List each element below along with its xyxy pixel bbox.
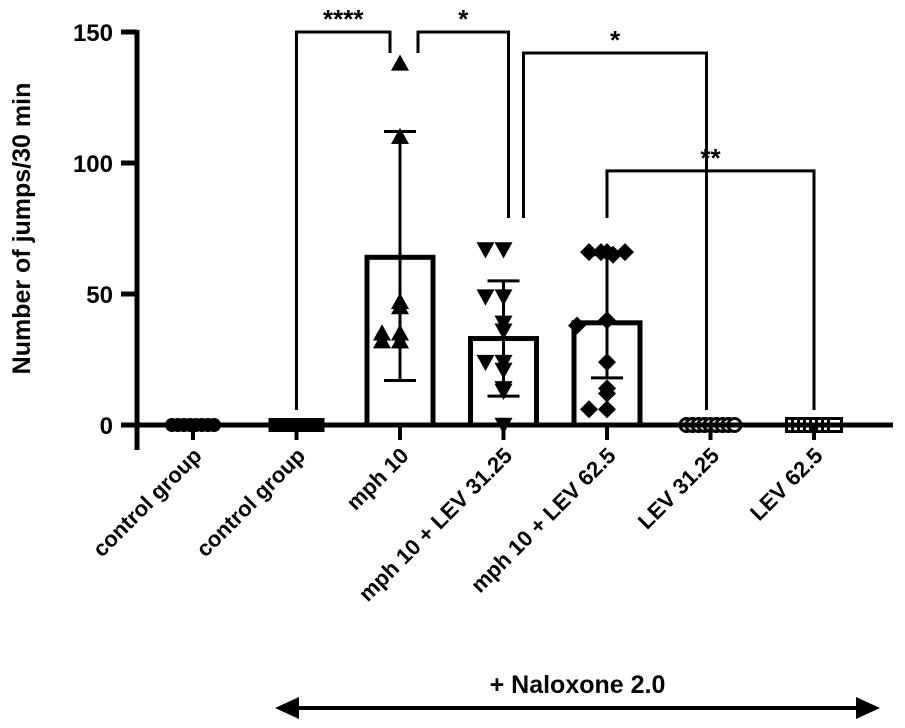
significance-line [416,30,510,219]
significance-line [295,30,392,410]
y-tick-label-100: 100 [73,151,113,178]
data-point [494,289,513,306]
data-point [391,127,409,144]
axes-layer [121,29,893,450]
data-points-layer [165,54,843,434]
group-arrow-right-head [856,697,880,719]
data-point [592,243,610,262]
y-tick-label-0: 0 [100,413,113,440]
y-tick-label-150: 150 [73,20,113,47]
data-point [373,332,391,349]
significance-bracket-1: * [416,4,510,219]
significance-line [522,51,708,410]
x-tick-label-2: mph 10 [341,443,413,515]
significance-label: * [610,25,621,55]
data-point [604,245,622,264]
x-tick-label-6: LEV 62.5 [745,443,828,526]
data-point [598,311,616,330]
y-tick-label-50: 50 [86,282,113,309]
x-tick-label-0: control group [88,443,207,562]
significance-label: * [458,4,469,34]
data-point [494,242,513,259]
data-point [598,384,616,403]
data-point [568,316,586,335]
group-annotation-label: + Naloxone 2.0 [490,671,666,699]
data-point [494,362,513,379]
data-point [616,243,634,262]
group-arrow-left-head [275,697,299,719]
data-point [598,400,616,419]
data-point [494,323,513,340]
data-point [391,332,409,349]
x-tick-label-1: control group [191,443,310,562]
data-point [476,242,495,259]
significance-bracket-3: ** [605,143,816,410]
data-point [580,243,598,262]
data-point [391,298,409,315]
data-point [494,383,513,400]
significance-line [605,169,816,410]
naloxone-group-annotation: + Naloxone 2.0 [275,671,880,719]
significance-label: ** [700,143,721,173]
data-point [580,400,598,419]
y-axis-label: Number of jumps/30 min [8,83,36,375]
significance-label: **** [323,4,364,34]
significance-layer: **** **** [295,4,816,410]
x-tick-label-5: LEV 31.25 [633,443,724,534]
data-point [391,54,409,71]
data-point [598,353,616,372]
significance-bracket-0: **** [295,4,392,410]
data-point [476,354,495,372]
significance-bracket-2: * [522,25,708,410]
data-point [476,289,495,306]
